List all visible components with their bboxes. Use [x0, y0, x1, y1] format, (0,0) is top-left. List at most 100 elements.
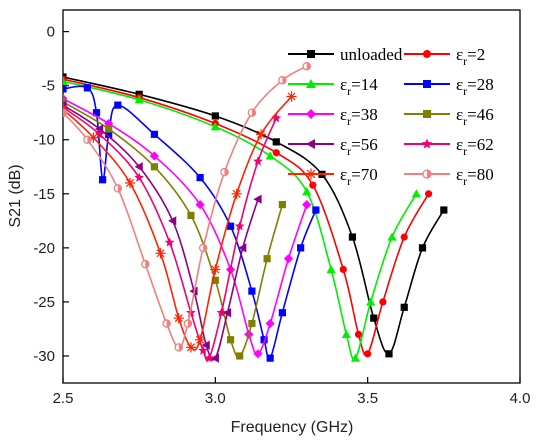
data-point	[247, 108, 257, 117]
legend-entry: εr=56	[288, 135, 378, 158]
data-point	[164, 237, 175, 247]
data-point	[63, 76, 68, 85]
series-1	[63, 75, 433, 358]
data-point	[423, 80, 431, 88]
data-point	[306, 79, 316, 88]
data-point	[234, 221, 245, 231]
data-point	[174, 343, 184, 352]
data-point	[226, 222, 235, 230]
x-tick-label: 3.5	[357, 390, 378, 407]
data-point	[306, 139, 315, 149]
data-point	[302, 200, 312, 210]
data-point	[272, 138, 280, 146]
data-point	[124, 177, 136, 189]
data-point	[253, 156, 263, 166]
data-point	[134, 162, 143, 172]
legend-label: εr=56	[340, 135, 378, 158]
data-point	[366, 297, 376, 306]
legend-entry: εr=80	[404, 165, 494, 188]
data-point	[196, 173, 204, 182]
legend-label: εr=46	[456, 105, 494, 128]
data-point	[425, 190, 433, 198]
data-point	[216, 307, 227, 317]
data-point	[272, 149, 280, 157]
data-point	[411, 189, 422, 198]
legend-label: εr=80	[456, 165, 494, 188]
data-point	[326, 264, 336, 274]
data-point	[278, 201, 286, 209]
y-tick-label: -5	[42, 78, 55, 95]
data-point	[83, 84, 91, 92]
data-point	[265, 151, 275, 160]
data-point	[211, 112, 219, 120]
legend-entry: εr=70	[288, 165, 378, 188]
data-point	[63, 85, 67, 93]
data-point	[211, 276, 219, 284]
data-point	[248, 287, 256, 295]
x-tick-label: 4.0	[510, 390, 531, 407]
data-point	[312, 206, 320, 214]
data-point	[265, 318, 275, 329]
data-point	[162, 319, 171, 328]
data-point	[364, 350, 372, 358]
x-axis-title: Frequency (GHz)	[231, 419, 354, 436]
data-point	[423, 110, 431, 118]
series-9	[63, 61, 311, 352]
data-point	[307, 50, 315, 58]
data-point	[348, 233, 357, 241]
x-tick-label: 3.0	[205, 390, 226, 407]
data-point	[400, 303, 408, 311]
data-point	[370, 314, 378, 322]
legend-label: εr=70	[340, 165, 378, 188]
data-point	[134, 172, 145, 182]
legend-entry: εr=28	[404, 75, 494, 98]
legend-entry: εr=62	[404, 135, 494, 158]
legend-label: εr=2	[456, 45, 485, 68]
legend-entry: εr=38	[288, 105, 378, 128]
data-point	[92, 109, 101, 117]
data-point	[305, 168, 317, 180]
legend-label: εr=62	[456, 135, 494, 158]
data-point	[341, 329, 351, 338]
data-point	[421, 138, 433, 149]
data-point	[105, 125, 113, 133]
data-point	[185, 342, 197, 353]
data-point	[379, 298, 387, 306]
data-point	[236, 352, 244, 360]
data-point	[422, 169, 432, 179]
legend-entry: εr=2	[404, 45, 485, 68]
series-line	[63, 78, 430, 356]
data-point	[198, 243, 208, 253]
data-point	[283, 254, 294, 264]
series-8	[63, 91, 297, 353]
data-point	[83, 135, 92, 144]
data-point	[350, 353, 361, 362]
y-tick-label: -30	[33, 348, 55, 365]
data-point	[302, 61, 311, 71]
y-tick-label: -25	[33, 294, 55, 311]
data-point	[99, 176, 107, 184]
x-tick-label: 2.5	[53, 390, 74, 407]
series-2	[63, 76, 422, 362]
legend-label: εr=14	[340, 75, 378, 98]
data-point	[354, 330, 363, 338]
data-point	[255, 129, 267, 140]
data-point	[183, 319, 193, 328]
data-point	[210, 353, 219, 363]
legend-label: εr=28	[456, 75, 494, 98]
data-point	[306, 109, 316, 119]
y-tick-label: 0	[47, 24, 55, 41]
data-point	[149, 151, 159, 161]
data-point	[173, 313, 184, 324]
data-point	[400, 233, 408, 241]
data-point	[226, 336, 235, 344]
data-point	[385, 350, 393, 358]
data-point	[114, 101, 122, 109]
y-tick-label: -15	[33, 186, 55, 203]
data-point	[105, 130, 113, 138]
data-point	[286, 91, 297, 102]
legend-entry: εr=46	[404, 105, 494, 128]
data-point	[231, 188, 242, 199]
data-point	[210, 264, 221, 275]
